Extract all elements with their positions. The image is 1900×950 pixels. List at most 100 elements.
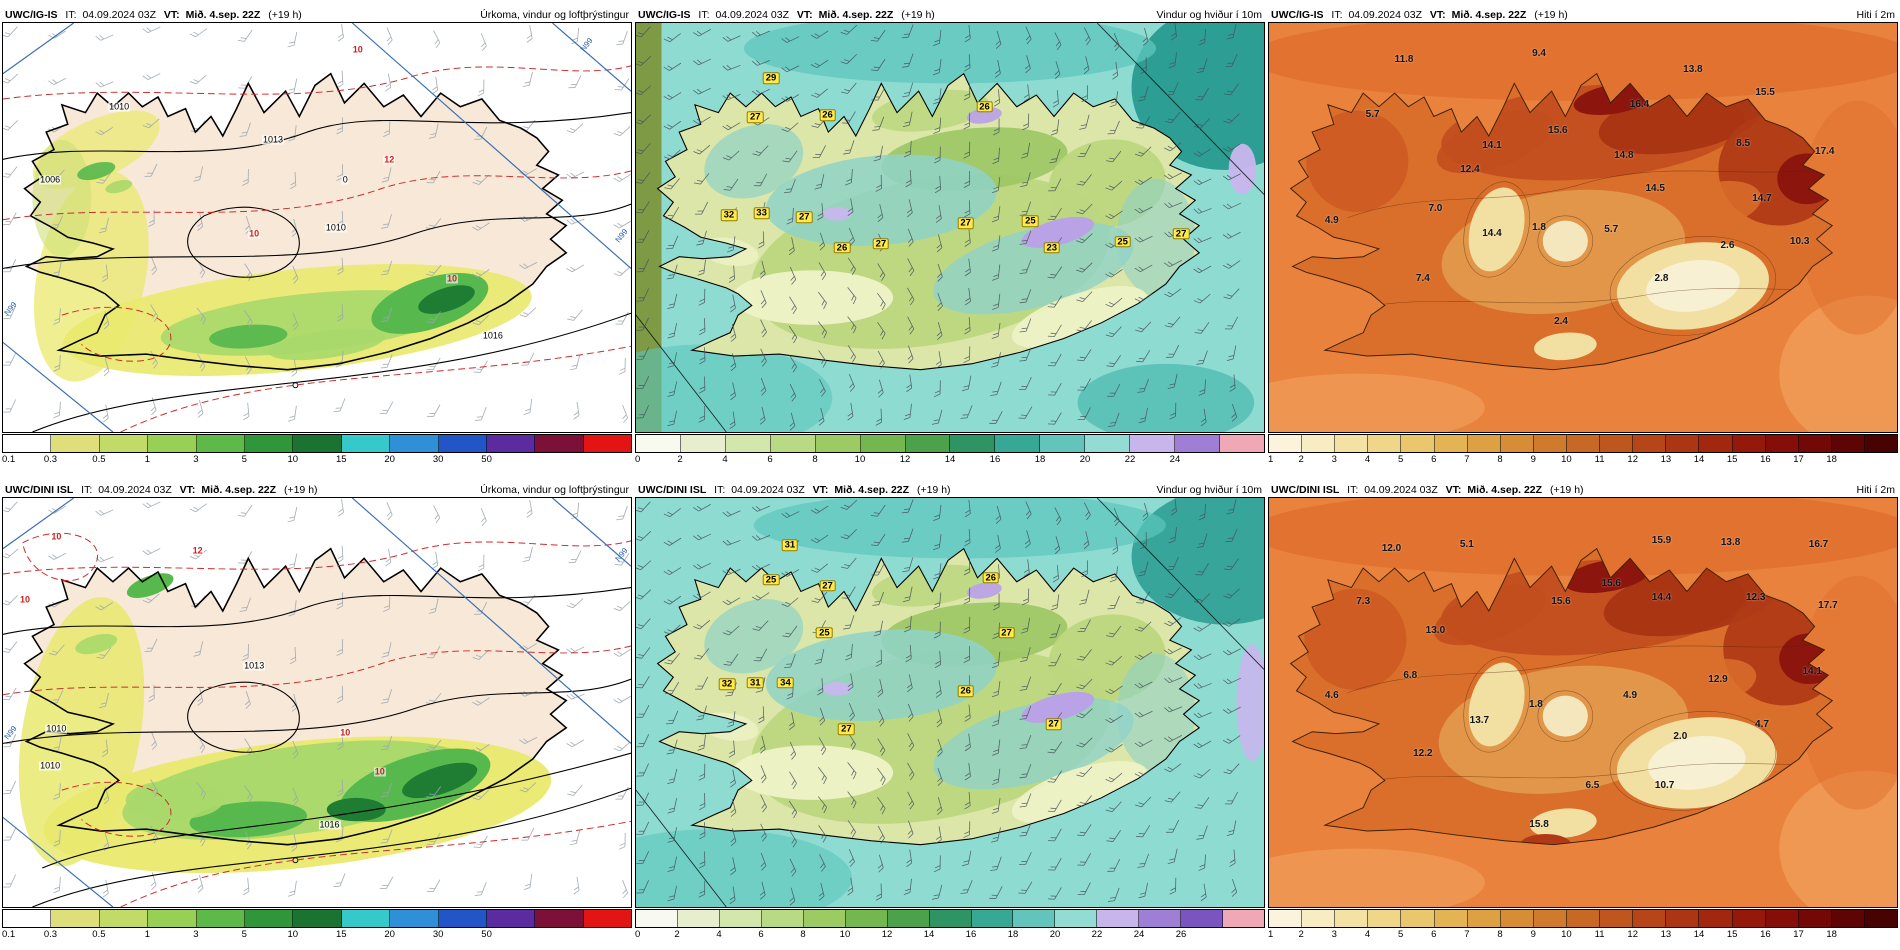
map-value-label-temp: 1.8 <box>1528 698 1543 710</box>
colorbar-tick: 50 <box>481 454 492 465</box>
map-value-label-temp: 13.8 <box>1683 64 1703 76</box>
valid-time-value: Mið. 4.sep. 22Z <box>1451 8 1527 21</box>
valid-time-label: VT: <box>179 483 196 496</box>
colorbar-tick: 1 <box>144 454 151 465</box>
map-labels: 11.8 9.4 13.8 15.5 5.7 16.4 14.1 15.6 8.5 17.4 12.… <box>1269 23 1897 432</box>
colorbar-tick: 22 <box>1124 454 1136 465</box>
colorbar-tick: 0.3 <box>43 454 58 465</box>
colorbar-segment <box>1269 910 1303 927</box>
colorbar-segment <box>486 435 536 452</box>
weather-map-dini-precipitation: 10 10 12 10 10 1010 1010 1013 1016 N99 N99 <box>2 497 632 908</box>
colorbar-segment <box>341 435 391 452</box>
colorbar-segment <box>1798 910 1832 927</box>
panel-igis-temperature: UWC/IG-IS IT: 04.09.2024 03Z VT: Mið. 4.… <box>1268 7 1898 468</box>
init-time-value: 04.09.2024 03Z <box>98 483 172 496</box>
colorbar-segment <box>1368 435 1402 452</box>
map-value-label-pres: 1013 <box>262 134 285 145</box>
valid-time-label: VT: <box>796 8 813 21</box>
colorbar-segment <box>1181 910 1224 927</box>
colorbar-tick: 15 <box>1726 929 1738 940</box>
map-value-label-temp: 2.4 <box>1554 315 1568 327</box>
init-time-label: IT: <box>714 483 726 496</box>
map-value-label-temp: 14.1 <box>1482 139 1502 151</box>
colorbar-tick: 18 <box>1034 454 1046 465</box>
colorbar-segment <box>1130 435 1176 452</box>
map-value-label-pres: 1010 <box>108 101 131 112</box>
colorbar-segment <box>583 910 632 927</box>
panel-meta: UWC/IG-IS IT: 04.09.2024 03Z VT: Mið. 4.… <box>1271 9 1573 21</box>
colorbar-tick: 15 <box>335 929 347 940</box>
colorbar-segment <box>293 435 342 452</box>
map-value-label-temp: 2.6 <box>1720 239 1735 251</box>
valid-time-offset: (+19 h) <box>268 8 302 21</box>
map-canvas-precip <box>3 23 631 432</box>
map-value-label-temp: 12.3 <box>1745 592 1766 604</box>
panel-title: Úrkoma, vindur og loftþrýstingur <box>480 483 629 496</box>
colorbar-segment <box>1600 910 1634 927</box>
colorbar-segment <box>1500 910 1534 927</box>
init-time-label: IT: <box>1331 8 1343 21</box>
colorbar-tick: 3 <box>193 454 199 465</box>
panel-header: UWC/IG-IS IT: 04.09.2024 03Z VT: Mið. 4.… <box>635 7 1265 22</box>
map-value-label-gust: 27 <box>796 211 813 224</box>
map-value-label-temp: 7.0 <box>1428 203 1443 215</box>
init-time-label: IT: <box>1347 483 1359 496</box>
panel-igis-precipitation: UWC/IG-IS IT: 04.09.2024 03Z VT: Mið. 4.… <box>2 7 632 468</box>
valid-time-label: VT: <box>163 8 180 21</box>
colorbar-tick: 4 <box>722 454 728 465</box>
init-time-label: IT: <box>698 8 710 21</box>
panel-dini-temperature: UWC/DINI ISL IT: 04.09.2024 03Z VT: Mið.… <box>1268 482 1898 943</box>
colorbar-segment <box>1085 435 1131 452</box>
map-value-label-gust: 27 <box>1045 718 1062 730</box>
map-labels: 10 10 12 10 10 1010 1010 1013 1016 N99 N99 <box>3 498 631 907</box>
map-value-label-gust: 32 <box>720 209 738 221</box>
colorbar-segment <box>1533 435 1567 452</box>
map-value-label-gust: 27 <box>747 111 764 123</box>
valid-time-value: Mið. 4.sep. 22Z <box>1467 483 1543 496</box>
colorbar-tick: 17 <box>1793 929 1804 940</box>
panel-meta: UWC/DINI ISL IT: 04.09.2024 03Z VT: Mið.… <box>5 484 323 496</box>
map-value-label-temp: 6.5 <box>1585 780 1600 792</box>
colorbar-segment <box>1335 435 1369 452</box>
colorbar-tick: 10 <box>854 454 866 465</box>
colorbar-precipitation: 0.1 0.3 0.5 1 3 5 10 15 20 30 50 <box>2 909 632 943</box>
valid-time-label: VT: <box>1429 8 1446 21</box>
map-value-label-pres: 1013 <box>243 660 266 671</box>
colorbar-tick: 20 <box>1049 929 1061 940</box>
panel-dini-wind: UWC/DINI ISL IT: 04.09.2024 03Z VT: Mið.… <box>635 482 1265 943</box>
colorbar-tick: 5 <box>1397 454 1404 465</box>
colorbar-segment <box>770 435 816 452</box>
map-value-label-pres: 1010 <box>324 222 347 232</box>
map-value-label-pres: 0 <box>341 174 349 185</box>
map-labels: 31 25 27 26 25 27 32 31 34 26 27 27 <box>636 498 1264 907</box>
colorbar-tick: 8 <box>812 454 818 465</box>
colorbar-ticks: 1 2 3 4 5 6 7 8 9 10 11 12 13 14 15 16 17 18 <box>1268 928 1898 942</box>
model-name: UWC/IG-IS <box>5 8 58 21</box>
map-value-label-iso: 10 <box>248 228 261 239</box>
panel-header: UWC/IG-IS IT: 04.09.2024 03Z VT: Mið. 4.… <box>1268 7 1898 22</box>
map-value-label-gust: 23 <box>1043 242 1061 254</box>
colorbar-tick: 16 <box>965 929 977 940</box>
map-value-label-iso: 10 <box>18 594 31 605</box>
panel-header: UWC/DINI ISL IT: 04.09.2024 03Z VT: Mið.… <box>635 482 1265 497</box>
map-value-label-gust: 27 <box>872 238 890 250</box>
map-value-label-temp: 1.8 <box>1532 221 1546 233</box>
map-canvas-temp <box>1269 498 1897 907</box>
map-value-label-temp: 7.3 <box>1356 596 1371 608</box>
model-name: UWC/IG-IS <box>638 8 691 21</box>
map-value-label-temp: 7.4 <box>1415 272 1430 284</box>
map-value-label-temp: 4.9 <box>1623 690 1638 702</box>
colorbar-ticks: 0 2 4 6 8 10 12 14 16 18 20 22 24 26 <box>635 928 1265 942</box>
map-value-label-gust: 25 <box>816 627 833 639</box>
colorbar-segment <box>1566 435 1601 452</box>
colorbar-tick: 10 <box>1561 454 1572 465</box>
map-value-label-temp: 15.5 <box>1755 86 1775 98</box>
colorbar-tick: 14 <box>1693 929 1705 940</box>
model-name: UWC/DINI ISL <box>1271 483 1340 496</box>
colorbar-tick: 4 <box>1364 454 1371 465</box>
map-value-label-iso: 10 <box>446 273 459 284</box>
colorbar-tick: 14 <box>923 929 935 940</box>
colorbar-tick: 20 <box>384 454 395 465</box>
colorbar-segment <box>1666 910 1700 927</box>
panel-title: Vindur og hviður í 10m <box>1156 8 1262 21</box>
